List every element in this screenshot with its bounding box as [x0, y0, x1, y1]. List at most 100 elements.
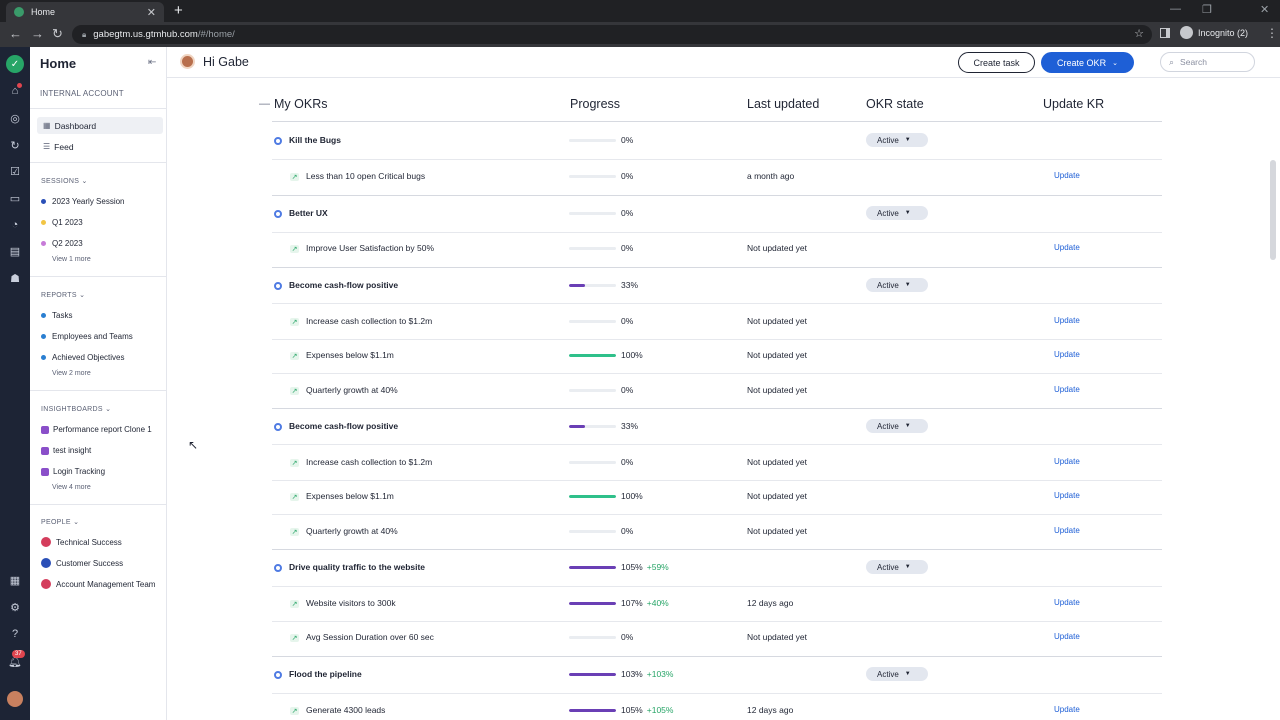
- insights-icon[interactable]: ↻: [10, 139, 20, 152]
- chevron-down-icon: ⌄: [105, 406, 112, 413]
- collapse-okrs-toggle[interactable]: —: [259, 98, 270, 110]
- close-window-icon[interactable]: ✕: [1260, 4, 1270, 16]
- key-result-name[interactable]: Website visitors to 300k: [306, 598, 396, 608]
- new-tab-icon[interactable]: +: [174, 2, 183, 19]
- home-icon[interactable]: ⌂: [11, 85, 19, 97]
- reload-icon[interactable]: ↻: [52, 26, 63, 41]
- key-result-name[interactable]: Quarterly growth at 40%: [306, 526, 398, 536]
- collapse-sidebar-icon[interactable]: ⇤: [148, 57, 157, 68]
- update-kr-link[interactable]: Update: [1054, 171, 1080, 180]
- objective-name[interactable]: Better UX: [289, 208, 328, 218]
- help-icon[interactable]: ?: [11, 628, 19, 640]
- people-icon[interactable]: ☗: [10, 272, 20, 285]
- sidebar-item-report[interactable]: Achieved Objectives: [41, 353, 124, 362]
- okr-state-dropdown[interactable]: Active ▼: [866, 419, 928, 433]
- browser-tab[interactable]: Home ✕: [6, 2, 164, 22]
- last-updated: 12 days ago: [747, 705, 794, 715]
- update-kr-link[interactable]: Update: [1054, 350, 1080, 359]
- progress-bar: [569, 175, 616, 178]
- key-result-icon: ↗: [290, 459, 299, 467]
- view-more-insightboards-link[interactable]: View 4 more: [52, 484, 91, 491]
- search-input[interactable]: ⌕ Search: [1160, 52, 1255, 72]
- apps-icon[interactable]: ▦: [9, 574, 21, 587]
- sidebar-item-report[interactable]: Employees and Teams: [41, 332, 133, 341]
- key-result-name[interactable]: Increase cash collection to $1.2m: [306, 457, 433, 467]
- key-result-name[interactable]: Expenses below $1.1m: [306, 491, 394, 501]
- sidebar-item-session[interactable]: Q2 2023: [41, 239, 83, 248]
- divider: [30, 276, 167, 277]
- key-result-name[interactable]: Generate 4300 leads: [306, 705, 386, 715]
- sidebar-item-team[interactable]: Customer Success: [41, 558, 123, 568]
- sidebar-item-session[interactable]: Q1 2023: [41, 218, 83, 227]
- key-result-name[interactable]: Improve User Satisfaction by 50%: [306, 243, 435, 253]
- report-dot: [41, 334, 46, 339]
- okr-state-dropdown[interactable]: Active ▼: [866, 278, 928, 292]
- objective-name[interactable]: Become cash-flow positive: [289, 421, 399, 431]
- sidebar-item-insightboard[interactable]: Performance report Clone 1: [41, 425, 152, 434]
- update-kr-link[interactable]: Update: [1054, 632, 1080, 641]
- create-task-button[interactable]: Create task: [958, 52, 1035, 73]
- update-kr-link[interactable]: Update: [1054, 598, 1080, 607]
- sidebar-item-dashboard[interactable]: ▦ Dashboard: [37, 117, 163, 134]
- update-kr-link[interactable]: Update: [1054, 526, 1080, 535]
- okr-state-dropdown[interactable]: Active ▼: [866, 133, 928, 147]
- bookmark-star-icon[interactable]: ☆: [1134, 28, 1144, 40]
- objective-name[interactable]: Kill the Bugs: [289, 135, 341, 145]
- update-kr-link[interactable]: Update: [1054, 457, 1080, 466]
- browser-menu-icon[interactable]: ⋮: [1266, 26, 1278, 40]
- row-divider: [272, 195, 1162, 196]
- bell-icon[interactable]: 🔔︎: [8, 655, 22, 668]
- progress-value: 0%: [621, 171, 633, 181]
- view-more-reports-link[interactable]: View 2 more: [52, 370, 91, 377]
- whiteboard-icon[interactable]: ▭: [9, 192, 21, 205]
- sessions-section-toggle[interactable]: SESSIONS ⌄: [41, 177, 88, 185]
- people-section-toggle[interactable]: PEOPLE ⌄: [41, 518, 79, 526]
- url-field[interactable]: 🔒︎ gabegtm.us.gtmhub.com/#/home/ ☆: [72, 25, 1152, 44]
- sidebar-item-team[interactable]: Technical Success: [41, 537, 122, 547]
- scrollbar[interactable]: [1270, 160, 1276, 260]
- reports-label: REPORTS: [41, 292, 77, 299]
- update-kr-link[interactable]: Update: [1054, 491, 1080, 500]
- create-okr-button[interactable]: Create OKR ⌄: [1041, 52, 1134, 73]
- user-avatar[interactable]: [7, 691, 23, 707]
- insightboards-section-toggle[interactable]: INSIGHTBOARDS ⌄: [41, 405, 111, 413]
- update-kr-link[interactable]: Update: [1054, 385, 1080, 394]
- sidebar-item-insightboard[interactable]: Login Tracking: [41, 467, 105, 476]
- sidebar-item-team[interactable]: Account Management Team: [41, 579, 155, 589]
- view-more-sessions-link[interactable]: View 1 more: [52, 256, 91, 263]
- sidebar-item-insightboard[interactable]: test insight: [41, 446, 91, 455]
- forward-icon[interactable]: →: [31, 26, 44, 41]
- logo-icon[interactable]: ✓: [6, 55, 24, 73]
- key-result-name[interactable]: Increase cash collection to $1.2m: [306, 316, 433, 326]
- sessions-icon[interactable]: ◔: [11, 219, 19, 231]
- objective-name[interactable]: Become cash-flow positive: [289, 280, 399, 290]
- update-kr-link[interactable]: Update: [1054, 316, 1080, 325]
- restore-icon[interactable]: ❐: [1202, 4, 1212, 16]
- side-panel-icon[interactable]: [1160, 28, 1170, 38]
- objective-name[interactable]: Flood the pipeline: [289, 669, 362, 679]
- reports-section-toggle[interactable]: REPORTS ⌄: [41, 291, 85, 299]
- sidebar-item-session[interactable]: 2023 Yearly Session: [41, 197, 125, 206]
- key-result-name[interactable]: Quarterly growth at 40%: [306, 385, 398, 395]
- update-kr-link[interactable]: Update: [1054, 243, 1080, 252]
- update-kr-link[interactable]: Update: [1054, 705, 1080, 714]
- settings-icon[interactable]: ⚙: [10, 601, 20, 614]
- close-tab-icon[interactable]: ✕: [146, 6, 156, 19]
- target-icon[interactable]: ◎: [10, 112, 20, 125]
- progress-fill: [569, 673, 616, 676]
- reports-icon[interactable]: ▤: [9, 245, 21, 258]
- okr-state-dropdown[interactable]: Active ▼: [866, 206, 928, 220]
- sidebar-item-report[interactable]: Tasks: [41, 311, 72, 320]
- key-result-name[interactable]: Avg Session Duration over 60 sec: [306, 632, 434, 642]
- key-result-name[interactable]: Expenses below $1.1m: [306, 350, 394, 360]
- key-result-name[interactable]: Less than 10 open Critical bugs: [306, 171, 426, 181]
- back-icon[interactable]: ←: [9, 26, 22, 41]
- minimize-icon[interactable]: —: [1170, 3, 1181, 15]
- okr-state-dropdown[interactable]: Active ▼: [866, 667, 928, 681]
- tasks-icon[interactable]: ☑: [10, 165, 20, 178]
- row-divider: [272, 232, 1162, 233]
- okr-state-dropdown[interactable]: Active ▼: [866, 560, 928, 574]
- sidebar-item-feed[interactable]: ☰ Feed: [37, 138, 163, 155]
- objective-name[interactable]: Drive quality traffic to the website: [289, 562, 426, 572]
- incognito-indicator[interactable]: Incognito (2): [1180, 26, 1248, 39]
